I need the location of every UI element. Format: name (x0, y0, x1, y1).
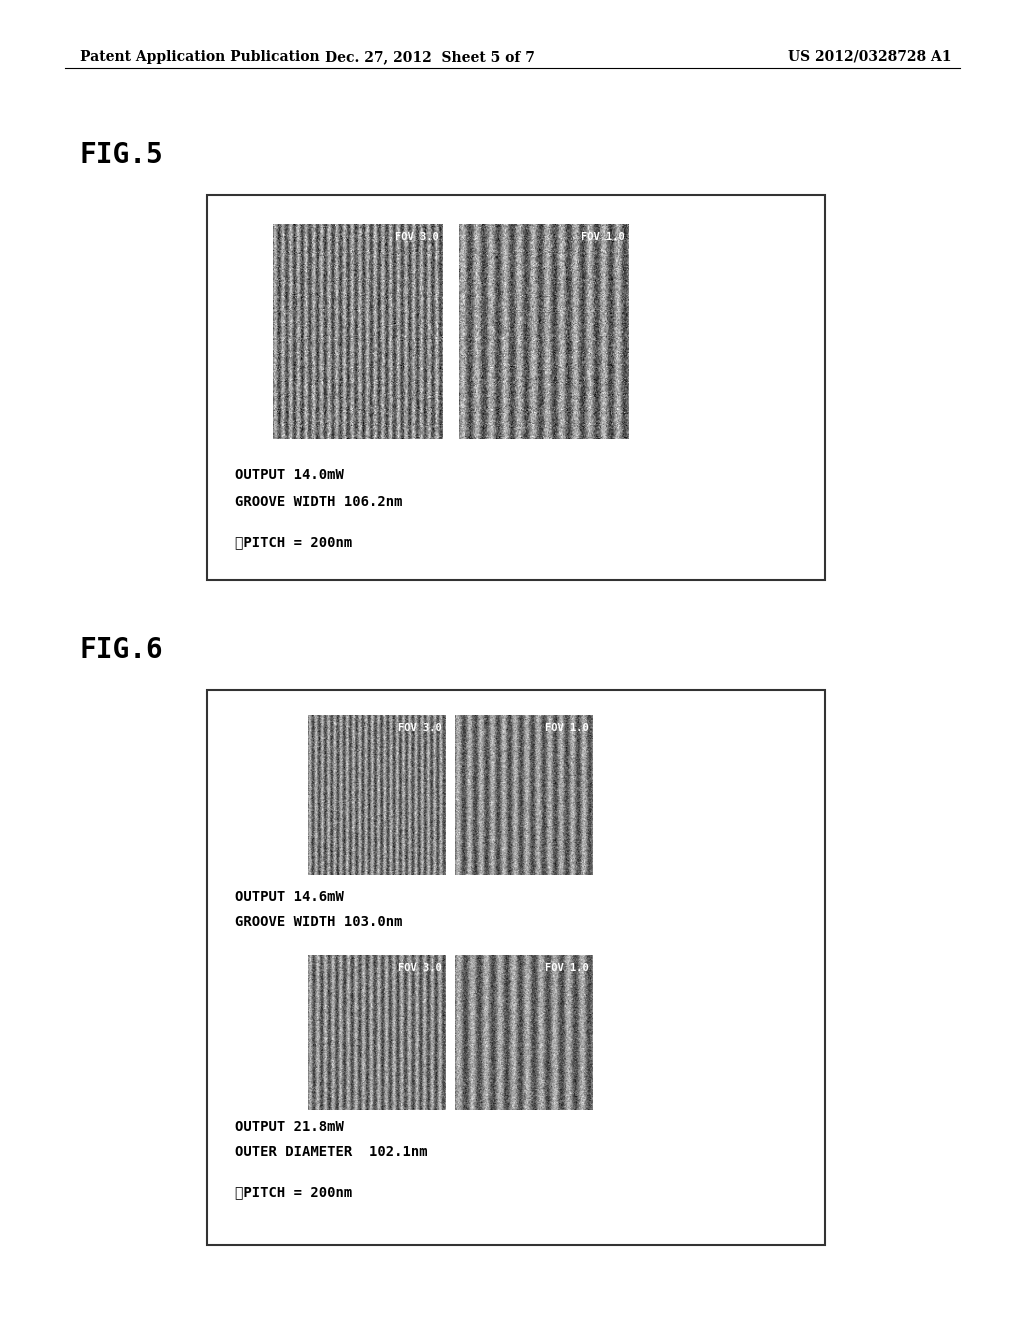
Text: FIG.5: FIG.5 (80, 141, 164, 169)
Text: FIG.6: FIG.6 (80, 636, 164, 664)
Bar (207, 690, 825, 1245)
Text: ※PITCH = 200nm: ※PITCH = 200nm (234, 535, 352, 549)
Text: FOV 1.0: FOV 1.0 (582, 232, 625, 242)
Bar (207, 195, 825, 579)
Text: FOV 3.0: FOV 3.0 (398, 964, 442, 973)
Text: FOV 3.0: FOV 3.0 (398, 723, 442, 733)
Text: GROOVE WIDTH 103.0nm: GROOVE WIDTH 103.0nm (234, 915, 402, 929)
Text: OUTPUT 14.6mW: OUTPUT 14.6mW (234, 890, 344, 904)
Text: FOV 1.0: FOV 1.0 (545, 723, 589, 733)
Text: ※PITCH = 200nm: ※PITCH = 200nm (234, 1185, 352, 1199)
Text: FOV 3.0: FOV 3.0 (395, 232, 439, 242)
Text: Patent Application Publication: Patent Application Publication (80, 50, 319, 63)
Text: FOV 1.0: FOV 1.0 (545, 964, 589, 973)
Text: GROOVE WIDTH 106.2nm: GROOVE WIDTH 106.2nm (234, 495, 402, 510)
Text: OUTPUT 21.8mW: OUTPUT 21.8mW (234, 1119, 344, 1134)
Text: Dec. 27, 2012  Sheet 5 of 7: Dec. 27, 2012 Sheet 5 of 7 (325, 50, 535, 63)
Text: OUTPUT 14.0mW: OUTPUT 14.0mW (234, 469, 344, 482)
Text: OUTER DIAMETER  102.1nm: OUTER DIAMETER 102.1nm (234, 1144, 428, 1159)
Text: US 2012/0328728 A1: US 2012/0328728 A1 (788, 50, 951, 63)
